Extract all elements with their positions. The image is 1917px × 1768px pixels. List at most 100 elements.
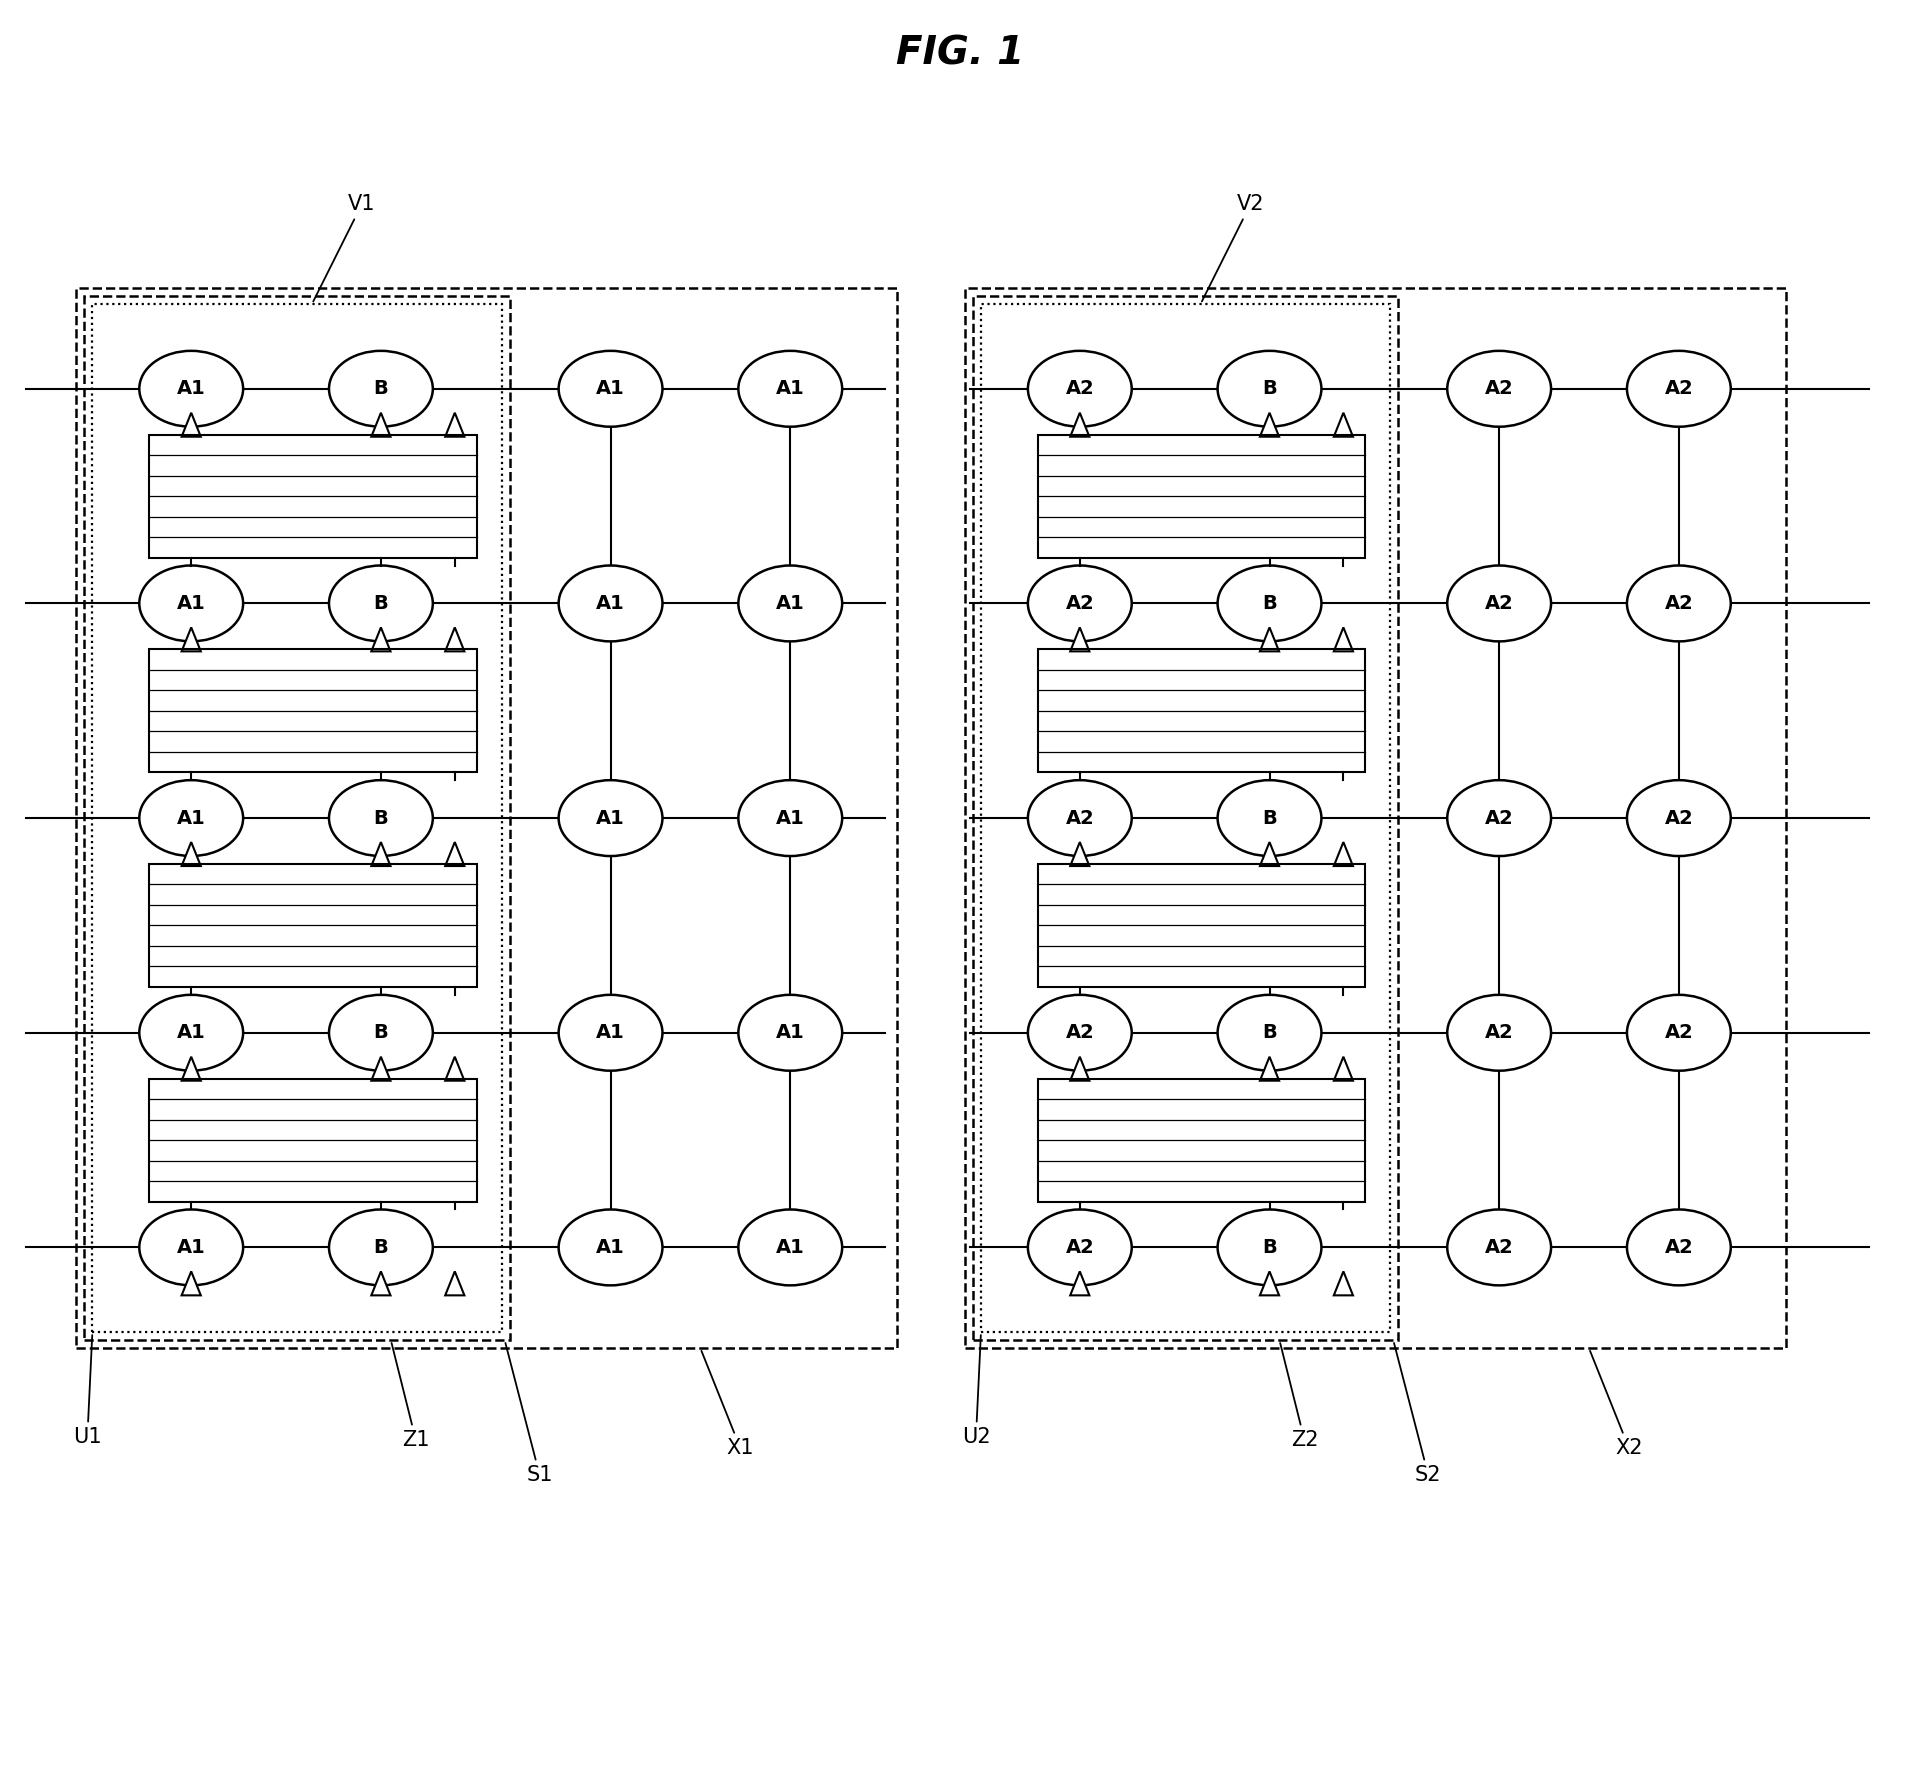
Text: Z2: Z2 xyxy=(1281,1344,1319,1450)
Bar xyxy=(77,288,897,1349)
Ellipse shape xyxy=(1447,995,1551,1071)
Text: A2: A2 xyxy=(1664,1238,1693,1257)
Ellipse shape xyxy=(1028,566,1131,642)
Ellipse shape xyxy=(1628,780,1731,856)
Text: X1: X1 xyxy=(702,1351,753,1459)
Ellipse shape xyxy=(140,995,243,1071)
Bar xyxy=(150,1078,477,1202)
Text: B: B xyxy=(374,380,389,398)
Ellipse shape xyxy=(1447,1209,1551,1285)
Text: A2: A2 xyxy=(1066,380,1095,398)
Text: A1: A1 xyxy=(176,1238,205,1257)
Polygon shape xyxy=(1334,412,1353,437)
Text: A2: A2 xyxy=(1066,1024,1095,1043)
Bar xyxy=(150,649,477,773)
Bar xyxy=(150,865,477,987)
Ellipse shape xyxy=(140,1209,243,1285)
Ellipse shape xyxy=(558,566,663,642)
Polygon shape xyxy=(372,628,391,651)
Ellipse shape xyxy=(1028,780,1131,856)
Text: A1: A1 xyxy=(596,1024,625,1043)
Polygon shape xyxy=(1259,1271,1279,1296)
Polygon shape xyxy=(1070,412,1089,437)
Text: A1: A1 xyxy=(596,808,625,827)
Ellipse shape xyxy=(1028,350,1131,426)
Polygon shape xyxy=(445,628,464,651)
Ellipse shape xyxy=(330,1209,433,1285)
Ellipse shape xyxy=(140,566,243,642)
Text: A1: A1 xyxy=(776,1024,805,1043)
Text: A2: A2 xyxy=(1664,1024,1693,1043)
Text: A2: A2 xyxy=(1486,808,1514,827)
Ellipse shape xyxy=(1447,780,1551,856)
Ellipse shape xyxy=(558,1209,663,1285)
Text: X2: X2 xyxy=(1589,1351,1643,1459)
Text: B: B xyxy=(374,808,389,827)
Bar xyxy=(982,304,1390,1333)
Ellipse shape xyxy=(140,780,243,856)
Ellipse shape xyxy=(1217,995,1321,1071)
Polygon shape xyxy=(445,412,464,437)
Polygon shape xyxy=(372,1057,391,1080)
Text: A1: A1 xyxy=(776,808,805,827)
Text: U1: U1 xyxy=(73,1335,102,1448)
Text: A1: A1 xyxy=(596,594,625,613)
Text: A2: A2 xyxy=(1066,594,1095,613)
Text: B: B xyxy=(1261,808,1277,827)
Text: A2: A2 xyxy=(1664,808,1693,827)
Ellipse shape xyxy=(1447,350,1551,426)
Polygon shape xyxy=(1259,412,1279,437)
Polygon shape xyxy=(372,1271,391,1296)
Ellipse shape xyxy=(738,350,842,426)
Text: B: B xyxy=(1261,1238,1277,1257)
Bar xyxy=(974,295,1397,1340)
Ellipse shape xyxy=(738,1209,842,1285)
Text: Z1: Z1 xyxy=(391,1344,429,1450)
Ellipse shape xyxy=(1447,566,1551,642)
Polygon shape xyxy=(1259,842,1279,866)
Text: A2: A2 xyxy=(1486,380,1514,398)
Text: A1: A1 xyxy=(776,594,805,613)
Polygon shape xyxy=(445,1057,464,1080)
Text: A1: A1 xyxy=(176,808,205,827)
Text: A2: A2 xyxy=(1664,594,1693,613)
Bar xyxy=(1037,865,1365,987)
Text: FIG. 1: FIG. 1 xyxy=(895,34,1024,72)
Ellipse shape xyxy=(330,566,433,642)
Text: U2: U2 xyxy=(962,1335,991,1448)
Ellipse shape xyxy=(1217,566,1321,642)
Ellipse shape xyxy=(738,566,842,642)
Text: V1: V1 xyxy=(312,194,376,301)
Text: V2: V2 xyxy=(1202,194,1265,301)
Ellipse shape xyxy=(330,780,433,856)
Text: B: B xyxy=(1261,1024,1277,1043)
Text: A1: A1 xyxy=(176,380,205,398)
Polygon shape xyxy=(182,412,201,437)
Polygon shape xyxy=(1334,1271,1353,1296)
Bar xyxy=(92,304,502,1333)
Bar xyxy=(964,288,1787,1349)
Polygon shape xyxy=(1334,842,1353,866)
Text: B: B xyxy=(1261,594,1277,613)
Bar xyxy=(1037,649,1365,773)
Polygon shape xyxy=(372,412,391,437)
Text: A2: A2 xyxy=(1066,808,1095,827)
Text: B: B xyxy=(374,594,389,613)
Ellipse shape xyxy=(738,780,842,856)
Text: A1: A1 xyxy=(176,594,205,613)
Polygon shape xyxy=(1259,1057,1279,1080)
Ellipse shape xyxy=(1628,350,1731,426)
Polygon shape xyxy=(1334,628,1353,651)
Polygon shape xyxy=(1334,1057,1353,1080)
Ellipse shape xyxy=(1217,1209,1321,1285)
Text: A1: A1 xyxy=(596,1238,625,1257)
Polygon shape xyxy=(445,842,464,866)
Text: A1: A1 xyxy=(176,1024,205,1043)
Polygon shape xyxy=(182,1271,201,1296)
Text: B: B xyxy=(374,1238,389,1257)
Text: A2: A2 xyxy=(1486,1238,1514,1257)
Text: B: B xyxy=(1261,380,1277,398)
Ellipse shape xyxy=(558,995,663,1071)
Ellipse shape xyxy=(140,350,243,426)
Ellipse shape xyxy=(1628,995,1731,1071)
